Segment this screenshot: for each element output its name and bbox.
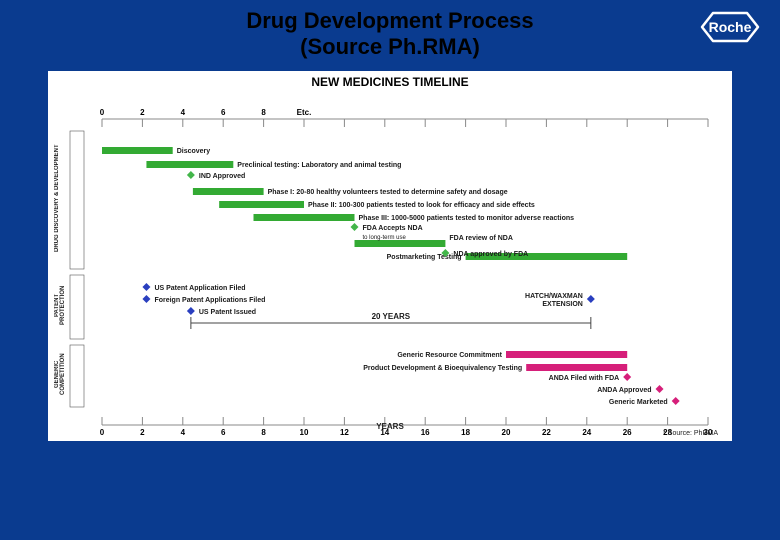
section-label: DRUG DISCOVERY & DEVELOPMENT — [54, 133, 60, 263]
timeline-bar — [219, 201, 304, 208]
slide-header: Drug Development Process (Source Ph.RMA)… — [0, 0, 780, 67]
timeline-bar — [146, 161, 233, 168]
milestone-diamond — [672, 397, 680, 405]
chart-title: NEW MEDICINES TIMELINE — [48, 71, 732, 89]
svg-text:FDA review of NDA: FDA review of NDA — [449, 235, 513, 242]
svg-text:FDA Accepts NDA: FDA Accepts NDA — [363, 225, 423, 232]
section-label: PATENT PROTECTION — [54, 277, 66, 333]
slide: Drug Development Process (Source Ph.RMA)… — [0, 0, 780, 540]
svg-text:ANDA Approved: ANDA Approved — [597, 387, 651, 394]
svg-text:EXTENSION: EXTENSION — [542, 301, 582, 308]
slide-title: Drug Development Process — [0, 8, 780, 34]
svg-text:NDA approved by FDA: NDA approved by FDA — [453, 251, 528, 258]
svg-text:US Patent Issued: US Patent Issued — [199, 309, 256, 316]
svg-text:Preclinical testing: Laborato: Preclinical testing: Laboratory and anim… — [237, 162, 401, 169]
svg-text:to long-term use: to long-term use — [363, 235, 407, 241]
x-axis-label: YEARS — [48, 422, 732, 431]
timeline-bar — [193, 188, 264, 195]
slide-subtitle: (Source Ph.RMA) — [0, 34, 780, 60]
svg-text:0: 0 — [100, 108, 105, 117]
svg-text:2: 2 — [140, 108, 145, 117]
svg-text:Discovery: Discovery — [177, 148, 211, 155]
svg-text:ANDA Filed with FDA: ANDA Filed with FDA — [549, 375, 620, 382]
timeline-bar — [102, 147, 173, 154]
timeline-bar — [355, 240, 446, 247]
svg-text:4: 4 — [181, 108, 186, 117]
svg-text:Phase III: 1000-5000 patients: Phase III: 1000-5000 patients tested to … — [359, 215, 575, 222]
svg-text:Postmarketing Testing: Postmarketing Testing — [387, 254, 462, 261]
svg-text:Phase I: 20-80 healthy volunte: Phase I: 20-80 healthy volunteers tested… — [268, 189, 508, 196]
milestone-diamond — [351, 223, 359, 231]
svg-text:6: 6 — [221, 108, 226, 117]
milestone-diamond — [142, 295, 150, 303]
svg-text:Etc.: Etc. — [297, 108, 312, 117]
svg-text:Generic Marketed: Generic Marketed — [609, 399, 668, 406]
svg-text:Product Development & Bioequiv: Product Development & Bioequivalency Tes… — [363, 365, 522, 372]
timeline-bar — [506, 351, 627, 358]
roche-logo: Roche — [696, 10, 764, 49]
svg-text:US Patent Application Filed: US Patent Application Filed — [154, 285, 245, 292]
milestone-diamond — [587, 295, 595, 303]
milestone-diamond — [656, 385, 664, 393]
source-note: * Source: PhRMA — [663, 430, 718, 437]
chart-svg: 02468Etc.024681012141618202224262830Disc… — [48, 89, 732, 459]
milestone-diamond — [187, 307, 195, 315]
logo-text: Roche — [709, 19, 752, 35]
svg-text:HATCH/WAXMAN: HATCH/WAXMAN — [525, 293, 583, 300]
timeline-chart: NEW MEDICINES TIMELINE 02468Etc.02468101… — [48, 71, 732, 441]
milestone-diamond — [187, 171, 195, 179]
svg-text:20 YEARS: 20 YEARS — [372, 312, 411, 321]
section-label: GENERIC COMPETITION — [54, 347, 66, 401]
svg-text:Phase II: 100-300 patients tes: Phase II: 100-300 patients tested to loo… — [308, 202, 535, 209]
svg-text:IND Approved: IND Approved — [199, 173, 245, 180]
svg-text:8: 8 — [261, 108, 266, 117]
svg-text:Generic Resource Commitment: Generic Resource Commitment — [397, 352, 502, 359]
timeline-bar — [254, 214, 355, 221]
svg-text:Foreign Patent Applications Fi: Foreign Patent Applications Filed — [154, 297, 265, 304]
milestone-diamond — [142, 283, 150, 291]
timeline-bar — [526, 364, 627, 371]
milestone-diamond — [623, 373, 631, 381]
